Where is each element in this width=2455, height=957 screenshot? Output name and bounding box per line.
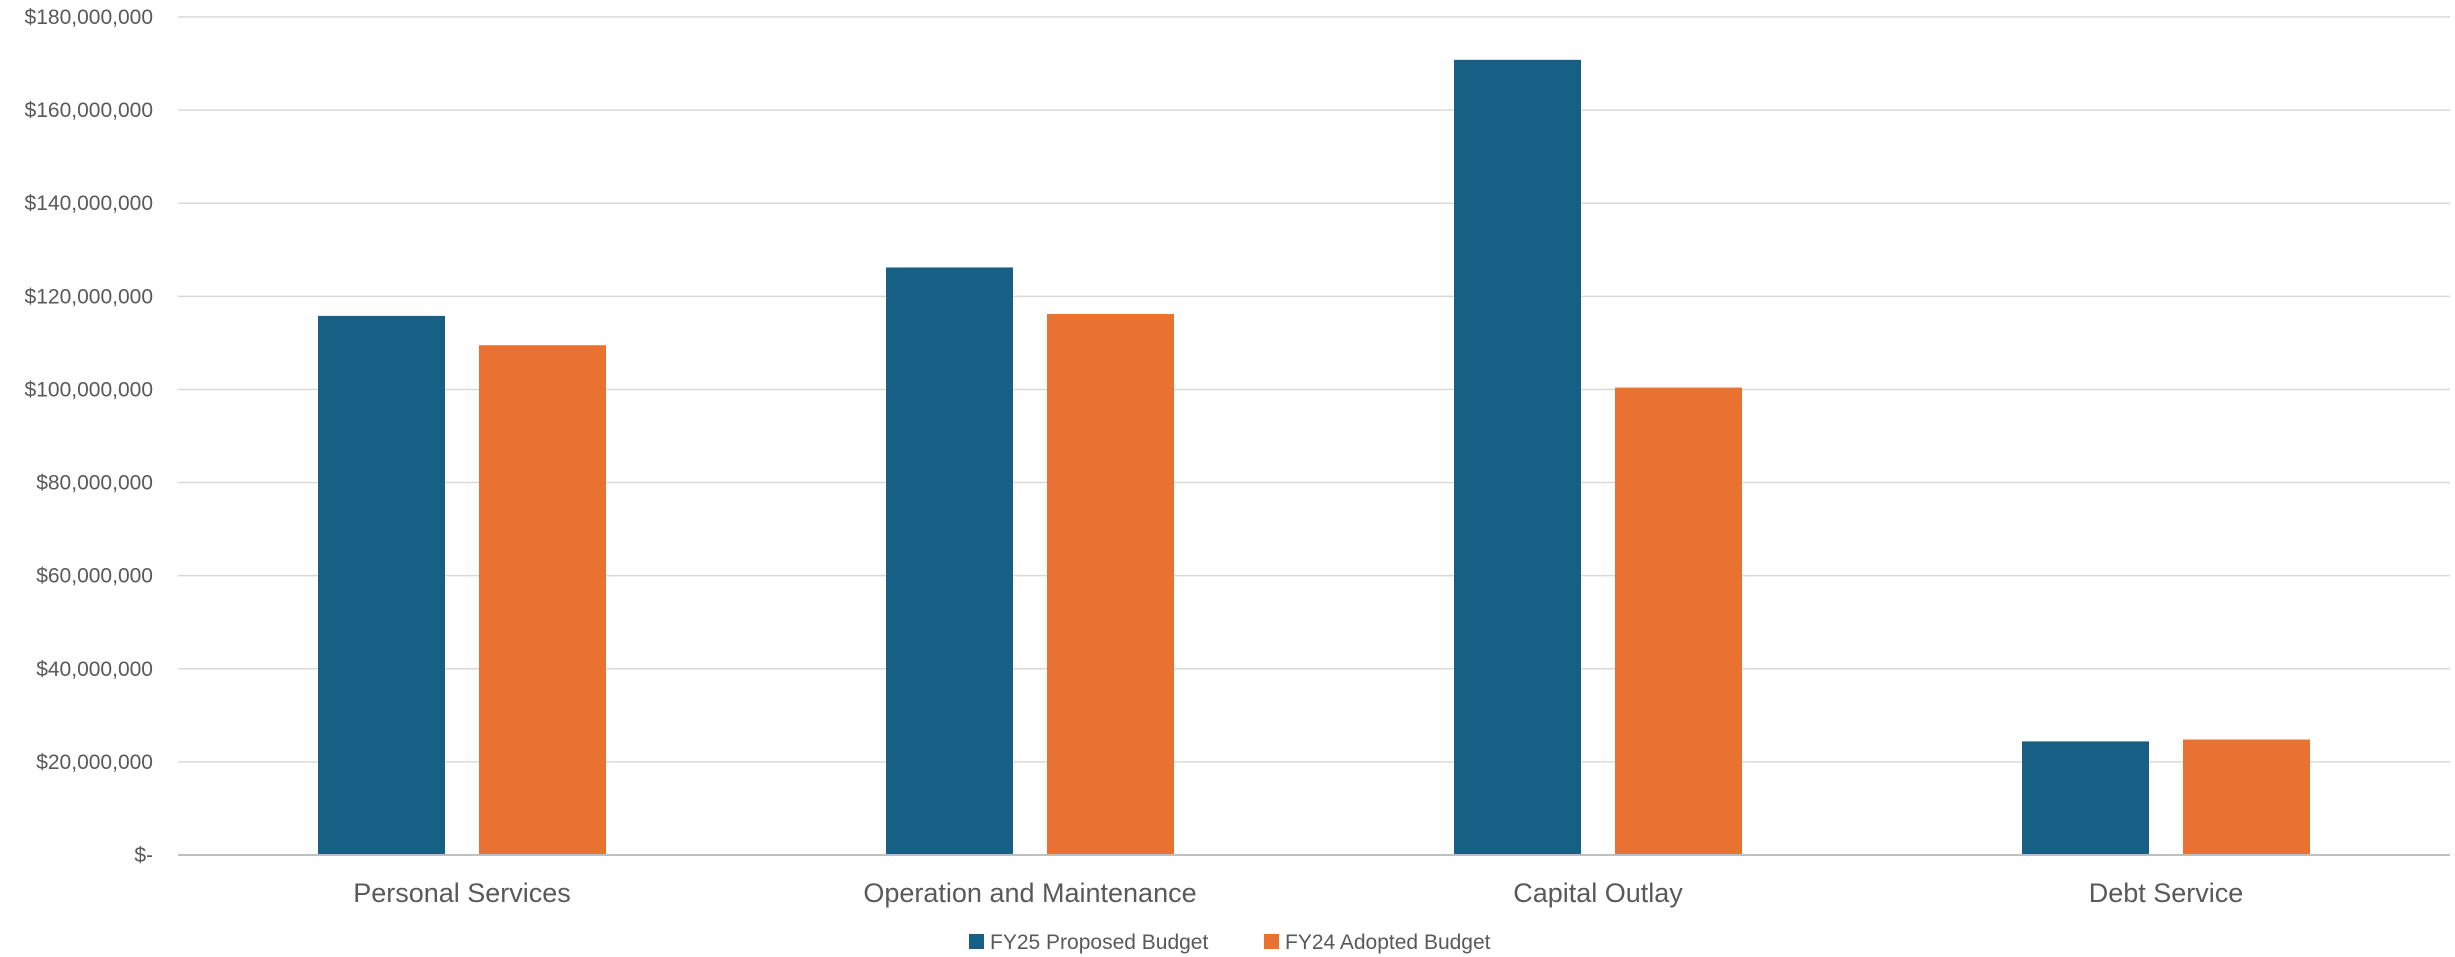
legend-swatch	[969, 934, 984, 949]
y-tick-label: $20,000,000	[36, 751, 153, 774]
bar-fy25-3	[2022, 741, 2149, 855]
x-category-label: Capital Outlay	[1513, 878, 1683, 908]
y-tick-label: $-	[134, 844, 153, 867]
y-tick-label: $40,000,000	[36, 658, 153, 681]
y-tick-label: $120,000,000	[25, 285, 153, 308]
bars	[318, 59, 2310, 856]
x-category-label: Debt Service	[2089, 878, 2244, 908]
bar-fy24-2	[1615, 387, 1742, 855]
bar-fy24-0	[479, 345, 606, 855]
y-axis-tick-labels: $- $20,000,000 $40,000,000 $60,000,000 $80,0…	[25, 6, 153, 867]
y-tick-label: $100,000,000	[25, 378, 153, 401]
legend-label: FY25 Proposed Budget	[990, 931, 1208, 954]
legend-swatch	[1264, 934, 1279, 949]
x-category-label: Personal Services	[353, 878, 571, 908]
bar-fy25-0	[318, 315, 445, 855]
y-tick-label: $60,000,000	[36, 565, 153, 588]
bar-fy25-2	[1454, 59, 1581, 855]
y-tick-label: $80,000,000	[36, 472, 153, 495]
y-tick-label: $140,000,000	[25, 192, 153, 215]
bar-fy25-1	[886, 267, 1013, 856]
y-tick-label: $160,000,000	[25, 99, 153, 122]
y-tick-label: $180,000,000	[25, 6, 153, 29]
x-category-label: Operation and Maintenance	[863, 878, 1196, 908]
bar-fy24-1	[1047, 314, 1174, 856]
bar-fy24-3	[2183, 739, 2310, 855]
legend: FY25 Proposed Budget FY24 Adopted Budget	[969, 931, 1491, 954]
x-axis-category-labels: Personal Services Operation and Maintenan…	[353, 878, 2243, 908]
legend-label: FY24 Adopted Budget	[1285, 931, 1491, 954]
